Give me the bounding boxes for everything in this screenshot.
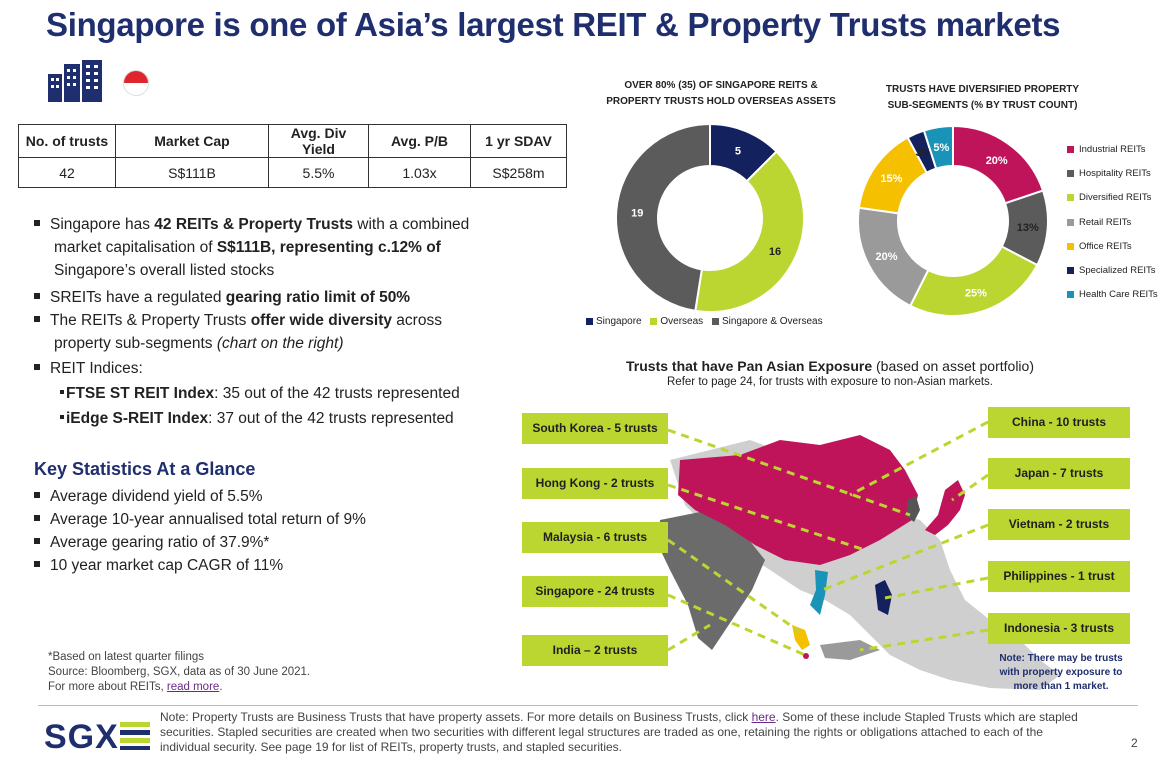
chart1-title: OVER 80% (35) OF SINGAPORE REITS & PROPE… (606, 80, 836, 107)
legend-item: Retail REITs (1067, 217, 1158, 241)
chart2-title: TRUSTS HAVE DIVERSIFIED PROPERTY SUB-SEG… (885, 84, 1080, 111)
donut-slice-label: 5 (735, 146, 741, 158)
legend-item: Diversified REITs (1067, 192, 1158, 216)
connector-line (667, 483, 866, 552)
india-shape (658, 510, 765, 650)
donut-slice-label: 3% (916, 147, 932, 159)
table-row: 42 S$111B 5.5% 1.03x S$258m (18, 157, 567, 188)
japan-shape (925, 480, 965, 535)
page-title: Singapore is one of Asia’s largest REIT … (46, 6, 1061, 43)
connector-line (849, 420, 989, 497)
table-cell: 5.5% (268, 157, 369, 188)
connector-line (884, 576, 989, 600)
legend-item: Office REITs (1067, 241, 1158, 265)
vietnam-shape (810, 570, 828, 615)
page-number: 2 (1131, 736, 1138, 750)
bottom-note: Note: Property Trusts are Business Trust… (160, 710, 1078, 754)
list-item: 10 year market cap CAGR of 11% (34, 554, 366, 577)
donut-slice-label: 19 (631, 207, 643, 219)
connector-line (667, 593, 806, 657)
legend-item: Industrial REITs (1067, 144, 1158, 168)
market-label-japan: Japan - 7 trusts (988, 458, 1130, 489)
market-label-vietnam: Vietnam - 2 trusts (988, 509, 1130, 540)
pie-chart-overseas: 5 16 19 (615, 122, 805, 313)
donut-slice (922, 124, 954, 170)
chart1-legend: Singapore Overseas Singapore & Overseas (586, 316, 823, 327)
indonesia-shape (820, 640, 880, 660)
list-item: Average dividend yield of 5.5% (34, 485, 366, 508)
pie-chart-subsegments: 20% 13% 25% 20% 15% 3% 5% (857, 124, 1049, 317)
footnote: *Based on latest quarter filings Source:… (48, 651, 311, 693)
read-more-link[interactable]: read more (166, 681, 220, 693)
bullet-diversity: The REITs & Property Trusts offer wide d… (34, 309, 442, 355)
map-note: Note: There may be trusts with property … (999, 653, 1123, 692)
table-cell: 42 (18, 157, 116, 188)
legend-item: Hospitality REITs (1067, 168, 1158, 192)
market-label-china: China - 10 trusts (988, 407, 1130, 438)
market-label-south-korea: South Korea - 5 trusts (522, 413, 668, 444)
china-shape (678, 435, 918, 565)
list-item: Average gearing ratio of 37.9%* (34, 531, 366, 554)
donut-slice-label: 15% (880, 173, 902, 185)
market-label-philippines: Philippines - 1 trust (988, 561, 1130, 592)
legend-item: Health Care REITs (1067, 289, 1158, 313)
table-cell: S$111B (115, 157, 269, 188)
bullet-indices: REIT Indices: FTSE ST REIT Index: 35 out… (34, 357, 460, 430)
market-label-india: India – 2 trusts (522, 635, 668, 666)
bullet-gearing: SREITs have a regulated gearing ratio li… (34, 286, 410, 309)
key-stats-title: Key Statistics At a Glance (34, 459, 256, 479)
donut-slice-label: 20% (986, 155, 1008, 167)
donut-slice-label: 25% (965, 287, 987, 299)
table-header: 1 yr SDAV (470, 124, 567, 158)
table-header: No. of trusts (18, 124, 116, 158)
donut-slice-label: 5% (933, 142, 949, 154)
asia-map (658, 420, 1060, 690)
footer-divider (38, 705, 1138, 706)
market-label-malaysia: Malaysia - 6 trusts (522, 522, 668, 553)
business-trusts-link[interactable]: here (751, 710, 776, 724)
market-label-indonesia: Indonesia - 3 trusts (988, 613, 1130, 644)
market-label-hong-kong: Hong Kong - 2 trusts (522, 468, 668, 499)
donut-slice (615, 122, 711, 312)
sgx-logo-bars-icon (120, 722, 150, 750)
connector-line (859, 628, 989, 652)
donut-slice-label: 20% (876, 251, 898, 263)
legend-item: Specialized REITs (1067, 265, 1158, 289)
donut-slice (908, 245, 1039, 317)
philippines-shape (875, 580, 892, 615)
market-label-singapore: Singapore - 24 trusts (522, 576, 668, 607)
connector-line (951, 473, 989, 502)
stats-table: No. of trusts Market Cap Avg. Div Yield … (18, 124, 567, 188)
table-header-row: No. of trusts Market Cap Avg. Div Yield … (18, 124, 567, 158)
buildings-icon (48, 60, 102, 102)
table-header: Avg. Div Yield (268, 124, 369, 158)
pan-asia-title: Trusts that have Pan Asian Exposure (bas… (626, 358, 1034, 374)
donut-slice-label: 16 (769, 246, 781, 258)
bullet-market-size: Singapore has 42 REITs & Property Trusts… (34, 213, 469, 282)
chart2-legend: Industrial REITs Hospitality REITs Diver… (1067, 144, 1158, 313)
list-item: Average 10-year annualised total return … (34, 508, 366, 531)
sgx-logo: SGX (44, 718, 119, 756)
singapore-marker (803, 653, 809, 659)
table-header: Avg. P/B (368, 124, 471, 158)
connector-line (821, 523, 989, 592)
table-header: Market Cap (115, 124, 269, 158)
table-cell: 1.03x (368, 157, 471, 188)
pan-asia-subtitle: Refer to page 24, for trusts with exposu… (667, 376, 993, 388)
connector-line (667, 428, 911, 517)
donut-slice-label: 13% (1017, 222, 1039, 234)
key-stats-list: Average dividend yield of 5.5% Average 1… (34, 485, 366, 577)
singapore-flag-icon (123, 70, 149, 96)
donut-slice (694, 150, 805, 313)
table-cell: S$258m (470, 157, 567, 188)
